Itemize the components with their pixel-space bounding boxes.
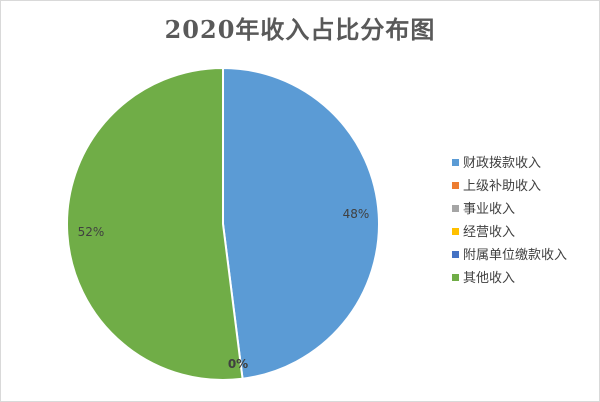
legend-swatch [452, 182, 459, 189]
legend-item-5: 附属单位缴款收入 [452, 244, 567, 267]
legend-label: 财政拨款收入 [463, 156, 542, 171]
legend-swatch [452, 205, 459, 212]
pie-slice-6 [66, 66, 244, 381]
legend-swatch [452, 274, 459, 281]
legend: 财政拨款收入 上级补助收入 事业收入经营收入附属单位缴款收入 其他收入 [452, 152, 567, 290]
legend-item-6: 其他收入 [452, 267, 567, 290]
legend-label: 上级补助收入 [463, 179, 542, 194]
pie-slice-1 [222, 66, 380, 380]
data-label-1: 48% [343, 207, 370, 221]
legend-label: 事业收入 [463, 202, 516, 217]
legend-label: 附属单位缴款收入 [463, 248, 568, 263]
legend-item-2: 上级补助收入 [452, 175, 567, 198]
legend-item-1: 财政拨款收入 [452, 152, 567, 175]
data-label-5: 0% [228, 357, 248, 371]
legend-swatch [452, 228, 459, 235]
legend-swatch [452, 159, 459, 166]
data-label-6: 52% [78, 225, 105, 239]
legend-item-4: 经营收入 [452, 221, 567, 244]
legend-item-3: 事业收入 [452, 198, 567, 221]
legend-label: 经营收入 [463, 225, 516, 240]
legend-swatch [452, 251, 459, 258]
chart-title: 2020年收入占比分布图 [164, 15, 436, 44]
legend-label: 其他收入 [463, 271, 516, 286]
